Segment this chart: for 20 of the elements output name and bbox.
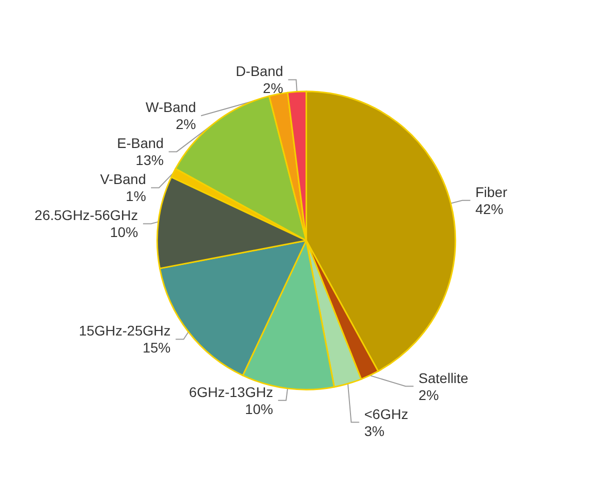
data-label: 1% [126, 188, 146, 204]
slice-label: 15GHz-25GHz [78, 322, 171, 339]
slice-label: 6GHz-13GHz [189, 384, 274, 400]
slice-label: <6GHz [364, 406, 408, 422]
slice-label: E-Band [117, 135, 164, 152]
slice-label: W-Band [146, 99, 196, 116]
data-label: 2% [176, 116, 196, 132]
data-label: 15% [142, 340, 171, 356]
data-label: 13% [136, 152, 164, 168]
slice-label: 26.5GHz-56GHz [34, 207, 138, 224]
slice-label: V-Band [100, 171, 146, 188]
data-label: 2% [418, 386, 439, 403]
slice-label: Satellite [418, 370, 469, 386]
data-label: 2% [262, 80, 284, 96]
slice-label: Fiber [475, 184, 508, 200]
data-label: 42% [475, 200, 504, 217]
slice-label: D-Band [236, 63, 284, 80]
data-label: 3% [364, 422, 384, 439]
data-label: 10% [110, 224, 138, 240]
data-label: 10% [245, 400, 274, 417]
